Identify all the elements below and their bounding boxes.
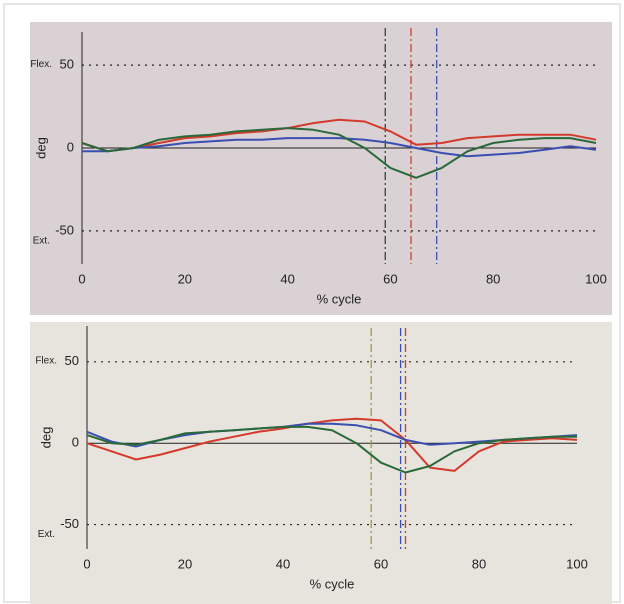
annotation small: Flex. xyxy=(30,59,52,70)
x-tick-label: 100 xyxy=(585,271,607,286)
annotation small: Flex. xyxy=(35,355,57,366)
y-axis-label: deg xyxy=(33,137,48,159)
y-tick-label: 0 xyxy=(72,435,79,450)
series-line xyxy=(86,417,578,472)
annotation small: Ext. xyxy=(38,529,55,540)
y-tick-label: -50 xyxy=(60,516,79,531)
x-tick-label: 40 xyxy=(280,271,294,286)
y-tick-label: 50 xyxy=(60,57,74,72)
x-tick-label: 20 xyxy=(178,556,192,571)
x-tick-label: 0 xyxy=(83,556,90,571)
y-tick-label: -50 xyxy=(55,222,74,237)
series-line xyxy=(81,127,597,179)
bottom-panel xyxy=(30,322,612,604)
x-tick-label: 80 xyxy=(472,556,486,571)
x-axis-label: % cycle xyxy=(310,576,355,591)
x-tick-label: 0 xyxy=(78,271,85,286)
x-axis-label: % cycle xyxy=(317,291,362,306)
x-tick-label: 40 xyxy=(276,556,290,571)
series-line xyxy=(81,118,597,153)
series-line xyxy=(86,425,577,474)
top-panel xyxy=(30,22,612,315)
x-tick-label: 100 xyxy=(566,556,588,571)
x-tick-label: 80 xyxy=(486,271,500,286)
x-tick-label: 60 xyxy=(374,556,388,571)
y-axis-label: deg xyxy=(38,427,53,449)
x-tick-label: 60 xyxy=(383,271,397,286)
x-tick-label: 20 xyxy=(178,271,192,286)
y-tick-label: 0 xyxy=(67,139,74,154)
y-tick-label: 50 xyxy=(65,353,79,368)
annotation small: Ext. xyxy=(33,235,50,246)
series-line xyxy=(82,137,597,158)
